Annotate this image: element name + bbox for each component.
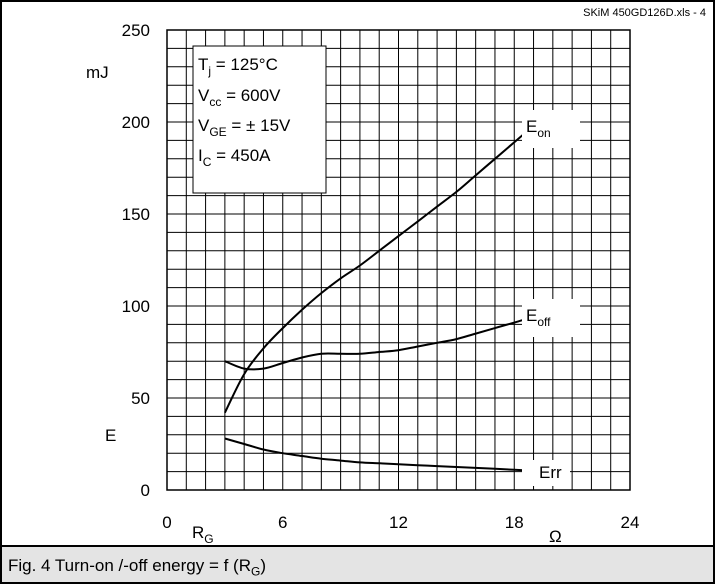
condition-vge: VGE = ± 15V bbox=[198, 116, 291, 139]
y-tick-label: 0 bbox=[141, 481, 150, 500]
series-label-eoff: Eoff bbox=[522, 299, 580, 337]
x-tick-label: 0 bbox=[162, 513, 171, 532]
grid bbox=[166, 29, 631, 491]
y-tick-label: 50 bbox=[131, 389, 150, 408]
svg-text:Eon: Eon bbox=[526, 117, 551, 140]
y-tick-labels: 0 50 100 150 200 250 bbox=[122, 21, 150, 500]
x-tick-labels: 0 6 12 18 24 bbox=[162, 513, 639, 532]
series-label-err: Err bbox=[522, 460, 570, 486]
x-axis-label: RG bbox=[192, 523, 214, 545]
y-unit: mJ bbox=[86, 63, 109, 82]
source-label: SKiM 450GD126D.xls - 4 bbox=[583, 7, 706, 19]
y-tick-label: 200 bbox=[122, 113, 150, 132]
series-curves bbox=[224, 124, 535, 472]
condition-tj: Tj = 125°C bbox=[198, 55, 278, 78]
x-tick-label: 6 bbox=[278, 513, 287, 532]
y-tick-label: 250 bbox=[122, 21, 150, 40]
series-line-err bbox=[224, 437, 534, 472]
condition-ic: IC = 450A bbox=[198, 146, 271, 169]
svg-text:Err: Err bbox=[539, 463, 562, 482]
y-tick-label: 150 bbox=[122, 205, 150, 224]
x-tick-label: 18 bbox=[505, 513, 524, 532]
y-axis-label: E bbox=[105, 426, 116, 445]
condition-vcc: Vcc = 600V bbox=[198, 86, 281, 109]
conditions-box: Tj = 125°C Vcc = 600V VGE = ± 15V IC = 4… bbox=[192, 45, 327, 194]
series-label-eon: Eon bbox=[522, 110, 580, 148]
series-line-eon bbox=[224, 124, 535, 414]
y-tick-label: 100 bbox=[122, 297, 150, 316]
x-unit: Ω bbox=[549, 527, 562, 545]
svg-text:Eoff: Eoff bbox=[526, 306, 551, 329]
caption-text: Fig. 4 Turn-on /-off energy = f (RG) bbox=[8, 556, 267, 579]
energy-chart: 0 6 12 18 24 0 50 100 150 200 250 SKiM 450GD126D.… bbox=[86, 7, 706, 545]
x-tick-label: 24 bbox=[621, 513, 640, 532]
series-line-eoff bbox=[224, 316, 534, 371]
figure-caption: Fig. 4 Turn-on /-off energy = f (RG) bbox=[2, 545, 713, 582]
x-tick-label: 12 bbox=[389, 513, 408, 532]
